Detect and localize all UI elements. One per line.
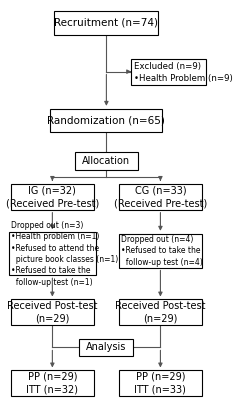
Text: Recruitment (n=74): Recruitment (n=74) [54, 18, 158, 28]
FancyBboxPatch shape [11, 184, 94, 210]
FancyBboxPatch shape [9, 232, 96, 275]
Text: CG (n=33)
(Received Pre-test): CG (n=33) (Received Pre-test) [114, 186, 207, 208]
Text: PP (n=29)
ITT (n=32): PP (n=29) ITT (n=32) [26, 372, 78, 395]
FancyBboxPatch shape [75, 152, 138, 170]
FancyBboxPatch shape [119, 184, 202, 210]
Text: Randomization (n=65): Randomization (n=65) [47, 115, 165, 125]
Text: PP (n=29)
ITT (n=33): PP (n=29) ITT (n=33) [134, 372, 186, 395]
Text: Received Post-test
(n=29): Received Post-test (n=29) [115, 301, 206, 324]
FancyBboxPatch shape [119, 234, 202, 268]
Text: Dropped out (n=3)
•Health problem (n=1)
•Refused to attend the
  picture book cl: Dropped out (n=3) •Health problem (n=1) … [11, 221, 119, 287]
Text: Excluded (n=9)
•Health Problem (n=9): Excluded (n=9) •Health Problem (n=9) [134, 62, 233, 83]
Text: Allocation: Allocation [82, 156, 130, 166]
FancyBboxPatch shape [54, 11, 158, 34]
FancyBboxPatch shape [50, 109, 162, 132]
Text: Dropped out (n=4)
•Refused to take the
  follow-up test (n=4): Dropped out (n=4) •Refused to take the f… [121, 235, 203, 266]
FancyBboxPatch shape [11, 300, 94, 325]
FancyBboxPatch shape [119, 300, 202, 325]
Text: Received Post-test
(n=29): Received Post-test (n=29) [7, 301, 98, 324]
Text: IG (n=32)
(Received Pre-test): IG (n=32) (Received Pre-test) [6, 186, 99, 208]
FancyBboxPatch shape [79, 339, 134, 356]
FancyBboxPatch shape [11, 370, 94, 396]
FancyBboxPatch shape [131, 60, 206, 85]
FancyBboxPatch shape [119, 370, 202, 396]
Text: Analysis: Analysis [86, 342, 127, 352]
